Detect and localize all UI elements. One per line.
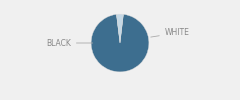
Wedge shape [91,14,149,72]
Wedge shape [116,14,123,43]
Text: BLACK: BLACK [46,38,93,48]
Text: WHITE: WHITE [151,28,190,37]
